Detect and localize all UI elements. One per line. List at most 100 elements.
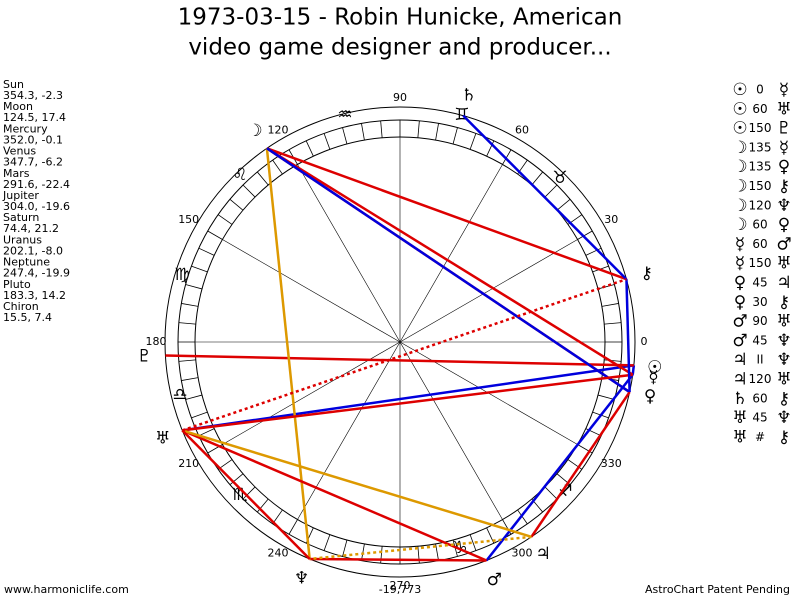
tick <box>323 534 331 551</box>
tick <box>601 303 619 307</box>
aspect-to: ♃ <box>776 273 791 293</box>
aspect-line <box>182 364 635 432</box>
planet-name: Jupiter <box>2 189 39 202</box>
title: video game designer and producer... <box>188 35 611 61</box>
aspect-type: 120 <box>749 372 772 386</box>
planet-name: Moon <box>3 100 33 113</box>
planet-position: 354.3, -2.3 <box>3 89 63 102</box>
planet-name: Saturn <box>3 211 39 224</box>
tick <box>361 123 365 141</box>
aspect-line <box>265 148 311 560</box>
tick <box>198 428 215 437</box>
degree-label: 120 <box>268 124 289 137</box>
aspect-to: ♆ <box>776 408 791 428</box>
aspect-from: ♀ <box>734 273 746 293</box>
footer-right: AstroChart Patent Pending <box>645 583 790 596</box>
planet-glyph: ♂ <box>487 570 502 590</box>
aspect-to: ⚷ <box>778 427 790 447</box>
tick <box>597 284 615 290</box>
tick <box>517 509 528 525</box>
tick <box>288 519 298 535</box>
planet-glyph: ☉ <box>647 357 662 377</box>
planet-glyph: ♃ <box>536 544 551 564</box>
aspect-line <box>266 147 627 281</box>
planet-position: 304.0, -19.6 <box>3 200 70 213</box>
aspect-from: ☽ <box>732 177 747 197</box>
aspect-to: ♂ <box>776 234 791 254</box>
tick <box>469 534 477 551</box>
aspect-line <box>266 147 634 376</box>
aspect-type: 60 <box>752 102 767 116</box>
planet-glyph: ♆ <box>294 568 309 588</box>
tick <box>544 486 558 500</box>
spoke <box>399 341 503 520</box>
planet-glyph: ♅ <box>155 428 170 448</box>
planet-name: Uranus <box>3 233 42 246</box>
aspect-from: ♅ <box>732 427 747 447</box>
tick <box>242 486 256 500</box>
tick <box>178 322 196 325</box>
aspect-to: ⚷ <box>778 292 790 312</box>
planet-name: Neptune <box>3 256 50 269</box>
spoke <box>399 239 578 343</box>
planet-glyph: ⚷ <box>640 264 652 284</box>
spoke <box>297 341 401 520</box>
tick <box>452 127 458 145</box>
aspect-line <box>266 147 631 394</box>
aspect-line <box>625 279 631 393</box>
sign-glyph: ♊ <box>454 105 469 125</box>
tick <box>502 149 512 165</box>
sign-glyph: ♌ <box>232 165 247 185</box>
degree-label: 90 <box>393 91 407 104</box>
degree-label: 30 <box>604 213 618 226</box>
aspect-from: ☉ <box>732 119 747 139</box>
tick <box>435 543 439 561</box>
outer-circle <box>164 106 636 578</box>
aspect-line <box>309 535 532 561</box>
planet-position: 15.5, 7.4 <box>3 311 52 324</box>
aspect-to: ⚷ <box>778 177 790 197</box>
aspect-from: ♅ <box>732 408 747 428</box>
tick <box>181 303 199 307</box>
aspect-from: ☽ <box>732 215 747 235</box>
aspect-from: ☽ <box>732 196 747 216</box>
tick <box>217 214 233 225</box>
degree-label: 240 <box>268 546 289 559</box>
sign-glyph: ♐ <box>557 482 572 502</box>
tick <box>531 171 544 186</box>
tick <box>229 198 244 211</box>
tick <box>185 284 203 290</box>
tick <box>577 230 593 240</box>
sign-glyph: ♏ <box>232 485 247 505</box>
aspect-from: ☉ <box>732 80 747 100</box>
aspect-type: 150 <box>749 179 772 193</box>
degree-label: 0 <box>641 335 648 348</box>
tick <box>207 230 223 240</box>
aspect-to: ☿ <box>779 138 789 158</box>
aspect-from: ♀ <box>734 292 746 312</box>
tick <box>323 133 331 150</box>
title: 1973-03-15 - Robin Hunicke, American <box>178 5 623 31</box>
aspect-line <box>182 373 633 432</box>
planet-name: Mercury <box>3 122 48 135</box>
aspect-type: 60 <box>752 391 767 405</box>
tick <box>178 359 196 362</box>
degree-label: 330 <box>601 457 622 470</box>
tick <box>272 159 283 175</box>
tick <box>181 377 199 381</box>
aspect-line <box>631 365 636 375</box>
planet-position: 352.0, -0.1 <box>3 133 63 146</box>
planet-glyph: ♄ <box>461 85 476 105</box>
aspect-from: ☽ <box>732 138 747 158</box>
aspect-to: ♅ <box>776 254 791 274</box>
aspect-line <box>462 114 628 281</box>
tick <box>229 473 244 486</box>
spoke <box>297 164 401 343</box>
sign-glyph: ♒ <box>337 105 352 125</box>
aspect-type: 0 <box>756 83 764 97</box>
tick <box>435 123 439 141</box>
aspect-from: ♂ <box>732 312 747 332</box>
spoke <box>222 239 401 343</box>
aspect-line <box>165 354 634 367</box>
aspect-to: ♀ <box>778 157 790 177</box>
